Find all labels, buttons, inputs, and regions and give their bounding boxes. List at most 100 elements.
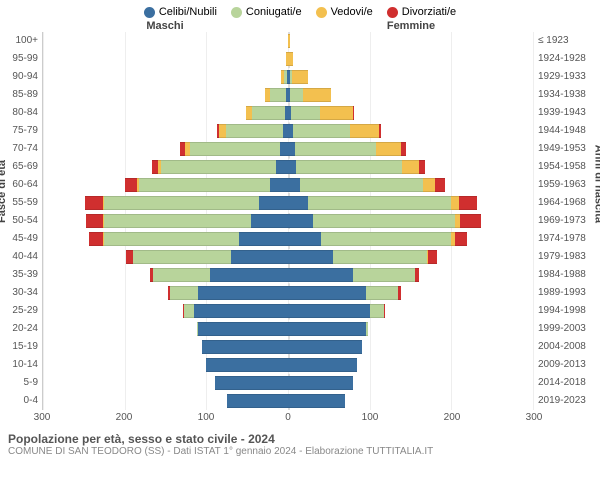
bar-segment-single [215, 376, 289, 390]
bar-segment-married [184, 304, 194, 318]
bar-segment-single [206, 358, 288, 372]
bar-segment-married [104, 232, 239, 246]
birth-year-tick: 1994-1998 [534, 302, 600, 320]
age-group-tick: 0-4 [0, 392, 42, 410]
bar-segment-married [133, 250, 231, 264]
legend-label: Divorziati/e [402, 6, 456, 18]
bar-segment-divorced [89, 232, 104, 246]
age-group-tick: 20-24 [0, 320, 42, 338]
pyramid-row [43, 86, 533, 104]
bar-segment-widowed [350, 124, 379, 138]
bar-segment-divorced [398, 286, 400, 300]
pyramid-row [43, 194, 533, 212]
birth-year-tick: 1959-1963 [534, 176, 600, 194]
birth-year-tick: 1974-1978 [534, 230, 600, 248]
age-group-tick: 75-79 [0, 122, 42, 140]
population-pyramid-chart: Fasce di età Anni di nascita Maschi Femm… [0, 20, 600, 426]
bar-segment-married [370, 304, 385, 318]
bar-segment-single [288, 286, 366, 300]
pyramid-bars [42, 32, 534, 410]
y-axis-label-right: Anni di nascita [592, 145, 600, 223]
bar-segment-married [321, 232, 452, 246]
bar-segment-single [288, 196, 308, 210]
pyramid-row [43, 158, 533, 176]
pyramid-row [43, 104, 533, 122]
age-group-tick: 35-39 [0, 266, 42, 284]
pyramid-row [43, 374, 533, 392]
birth-year-tick: 1989-1993 [534, 284, 600, 302]
bar-segment-married [291, 106, 320, 120]
age-group-tick: 80-84 [0, 104, 42, 122]
bar-segment-widowed [451, 196, 459, 210]
bar-segment-widowed [320, 106, 353, 120]
legend-swatch [231, 7, 242, 18]
chart-footer: Popolazione per età, sesso e stato civil… [0, 426, 600, 457]
pyramid-row [43, 122, 533, 140]
birth-year-tick: 1934-1938 [534, 86, 600, 104]
bar-segment-divorced [125, 178, 137, 192]
bar-segment-married [308, 196, 451, 210]
birth-year-tick: 2009-2013 [534, 356, 600, 374]
bar-segment-divorced [419, 160, 426, 174]
x-axis-tick: 300 [34, 412, 51, 423]
bar-segment-divorced [459, 196, 477, 210]
x-axis-tick: 100 [362, 412, 379, 423]
header-male: Maschi [42, 20, 288, 32]
bar-segment-divorced [415, 268, 419, 282]
bar-segment-married [366, 286, 399, 300]
bar-segment-widowed [423, 178, 435, 192]
bar-segment-single [227, 394, 288, 408]
bar-segment-married [104, 214, 251, 228]
pyramid-row [43, 392, 533, 410]
bar-segment-single [270, 178, 288, 192]
birth-year-tick: 1979-1983 [534, 248, 600, 266]
bar-segment-single [231, 250, 288, 264]
bar-segment-single [288, 358, 357, 372]
birth-year-tick: 1944-1948 [534, 122, 600, 140]
header-female: Femmine [288, 20, 534, 32]
x-axis-tick: 0 [285, 412, 291, 423]
pyramid-row [43, 32, 533, 50]
x-axis-tick: 200 [116, 412, 133, 423]
bar-segment-single [280, 142, 288, 156]
bar-segment-divorced [428, 250, 436, 264]
bar-segment-single [194, 304, 288, 318]
bar-segment-single [239, 232, 288, 246]
bar-segment-widowed [292, 70, 308, 84]
bar-segment-married [353, 268, 414, 282]
bar-segment-married [333, 250, 427, 264]
bar-segment-married [226, 124, 283, 138]
bar-segment-married [104, 196, 259, 210]
legend-item: Divorziati/e [387, 6, 456, 18]
bar-segment-divorced [455, 232, 467, 246]
bar-segment-divorced [379, 124, 381, 138]
bar-segment-married [270, 88, 286, 102]
birth-year-tick: 1924-1928 [534, 50, 600, 68]
bar-segment-divorced [85, 196, 103, 210]
bar-segment-divorced [384, 304, 385, 318]
pyramid-row [43, 176, 533, 194]
bar-segment-widowed [288, 34, 290, 48]
pyramid-row [43, 284, 533, 302]
pyramid-row [43, 338, 533, 356]
bar-segment-divorced [353, 106, 355, 120]
birth-year-tick: 1969-1973 [534, 212, 600, 230]
x-axis: 3002001000100200300 [0, 412, 600, 426]
pyramid-row [43, 248, 533, 266]
bar-segment-single [288, 214, 313, 228]
bar-segment-single [288, 268, 353, 282]
legend-item: Coniugati/e [231, 6, 302, 18]
pyramid-row [43, 140, 533, 158]
age-group-tick: 70-74 [0, 140, 42, 158]
bar-segment-single [198, 286, 288, 300]
age-group-tick: 30-34 [0, 284, 42, 302]
legend-label: Coniugati/e [246, 6, 302, 18]
bar-segment-married [293, 124, 350, 138]
age-group-tick: 25-29 [0, 302, 42, 320]
bar-segment-widowed [376, 142, 401, 156]
bar-segment-single [288, 340, 362, 354]
bar-segment-married [161, 160, 275, 174]
bar-segment-single [202, 340, 288, 354]
bar-segment-married [190, 142, 280, 156]
bar-segment-single [288, 160, 296, 174]
